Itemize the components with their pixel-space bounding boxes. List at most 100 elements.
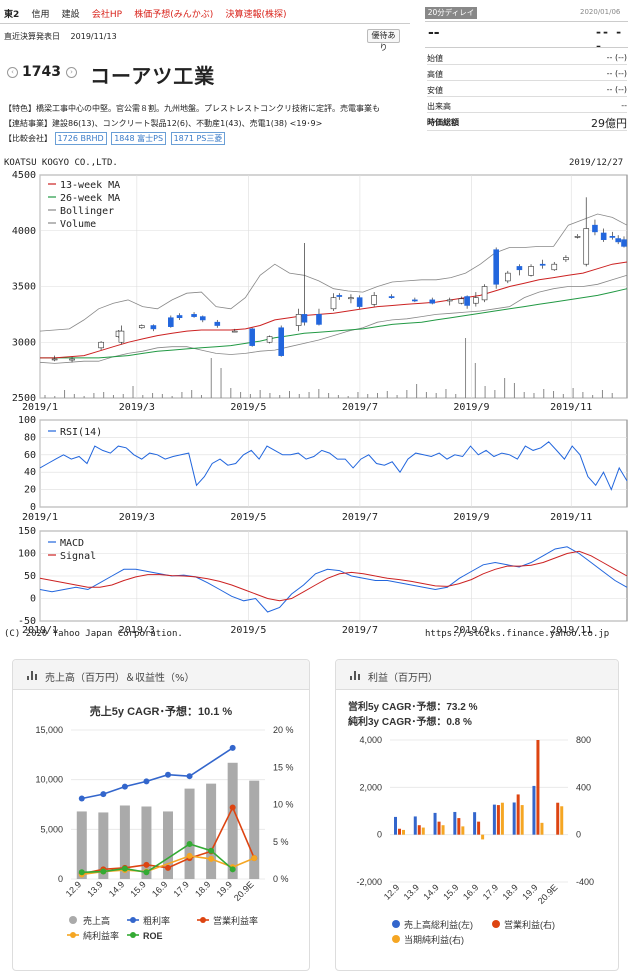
legend-swatch [130,932,136,938]
sales-ratio-point [208,855,215,862]
sales-ratio-point [208,847,215,854]
sales-bar [141,806,152,879]
candle-body [316,314,322,325]
profit-bar [473,812,477,835]
profit-bar [433,812,437,835]
rsi-chart-x-tick: 2019/11 [550,512,592,523]
candle-body [583,228,590,265]
ma26-line [40,288,628,359]
profit-legend-label: 営業利益(右) [504,919,555,930]
profit-bar [413,816,417,835]
bollinger-lower-line [39,274,628,364]
profit-bar [457,818,461,835]
settlement-label: 直近決算発表日 [4,32,60,41]
candle-body [493,249,499,285]
macd-chart-y-tick: 0 [30,594,36,605]
profit-legend-label: 当期純利益(右) [404,934,464,945]
company-hp-link[interactable]: 会社HP [91,10,123,20]
candle-body [301,314,308,323]
sales-legend-label: 純利益率 [83,930,119,941]
profit-bar [560,806,564,835]
candle-body [446,299,453,302]
sales-y-left-tick: 15,000 [35,725,63,735]
source-url[interactable]: https://stocks.finance.yahoo.co.jp [425,629,610,639]
sales-y-right-tick: 20 % [273,725,294,735]
profit-bar [477,821,481,835]
sales-ratio-point [143,869,150,876]
open-value: -- (--) [606,53,627,62]
sales-bar [76,811,87,879]
candle-body [592,224,598,233]
legend-swatch [392,920,400,928]
sales-ratio-point [100,868,107,875]
compare-company-link[interactable]: 1871 PS三菱 [170,132,226,145]
candle-body [356,297,363,307]
profit-y-right-tick: 400 [576,782,591,792]
candle-body [138,325,145,329]
sales-ratio-point [165,771,171,778]
profit-y-left-tick: -2,000 [356,877,382,887]
macd-chart-x-tick: 2019/1 [22,625,58,636]
candle-body [574,236,581,238]
open-row: 始値 -- (--) [427,50,627,65]
profit-y-right-tick: -400 [576,877,594,887]
minkabu-link[interactable]: 株価予想(みんかぶ) [134,10,214,20]
prev-stock-icon[interactable]: ‹ [7,67,18,78]
legend-label: 13-week MA [60,180,120,191]
next-stock-icon[interactable]: › [66,67,77,78]
sector-link[interactable]: 建設 [61,10,80,20]
macd-chart-y-tick: -50 [18,616,36,627]
macd-chart-y-tick: 150 [18,526,36,537]
macd-chart-y-tick: 50 [24,571,36,582]
price-chart-y-tick: 2500 [12,393,36,404]
sales-y-left-tick: 10,000 [35,775,63,785]
sales-x-tick: 14.9 [107,879,126,898]
profit-x-tick: 20.9E [536,882,560,906]
profit-x-tick: 18.9 [501,882,520,901]
candle-body [330,297,337,310]
candle-body [199,316,206,321]
candle-body [412,299,418,302]
sales-chart-svg: 売上5y CAGR･予想：10.1 % 0 5,000 10,000 15,000 0 %… [35,704,294,941]
kabutan-link[interactable]: 決算速報(株探) [225,10,287,20]
compare-company-link[interactable]: 1848 富士PS [111,132,167,145]
candle-body [473,297,479,304]
sales-bar [98,812,109,879]
macd-chart-x-tick: 2019/9 [453,625,489,636]
profit-x-tick: 17.9 [481,882,500,901]
rsi-chart-frame [39,419,628,508]
sales-card-title: 売上高（百万円）＆収益性（%） [45,673,195,684]
compare-label: 【比較会社】 [4,134,52,143]
sales-ratio-point [165,864,171,871]
market-label: 東2 [4,10,20,20]
low-label: 安値 [427,86,443,95]
copyright: (C) 2020 Yahoo Japan Corporation. [4,629,183,639]
feature-text: 【特色】橋梁工事中心の中堅。官公需８割。九州地盤。プレストレストコンクリ技術に定… [4,104,380,113]
rsi-chart-x-tick: 2019/9 [453,512,489,523]
yutai-button[interactable]: 優待あり [367,29,400,52]
compare-company-link[interactable]: 1726 BRHD [54,132,107,145]
sales-x-tick: 18.9 [193,879,212,898]
market-cap-label: 時価総額 [427,118,459,127]
sales-bar [119,805,130,879]
profit-cagr-title: 営利5y CAGR･予想：73.2 % [348,700,478,713]
sales-bar [184,788,195,879]
profit-bar [540,822,544,835]
legend-swatch [70,932,76,938]
candle-body [336,295,343,297]
candle-body [214,321,221,326]
margin-link[interactable]: 信用 [31,10,50,20]
rsi-legend-label: RSI(14) [60,427,102,438]
low-value: -- (--) [606,85,627,94]
profit-x-tick: 12.9 [382,882,401,901]
top-links: 東2 信用 建設 会社HP 株価予想(みんかぶ) 決算速報(株探) [4,7,296,20]
sales-y-right-tick: 15 % [273,762,294,772]
candle-body [176,315,183,319]
profit-bar [520,805,524,835]
compare-row: 【比較会社】 1726 BRHD 1848 富士PS 1871 PS三菱 [4,132,227,145]
candle-body [69,358,75,361]
legend-swatch [392,935,400,943]
profit-y-left-tick: 0 [377,830,382,840]
candle-body [609,236,616,238]
